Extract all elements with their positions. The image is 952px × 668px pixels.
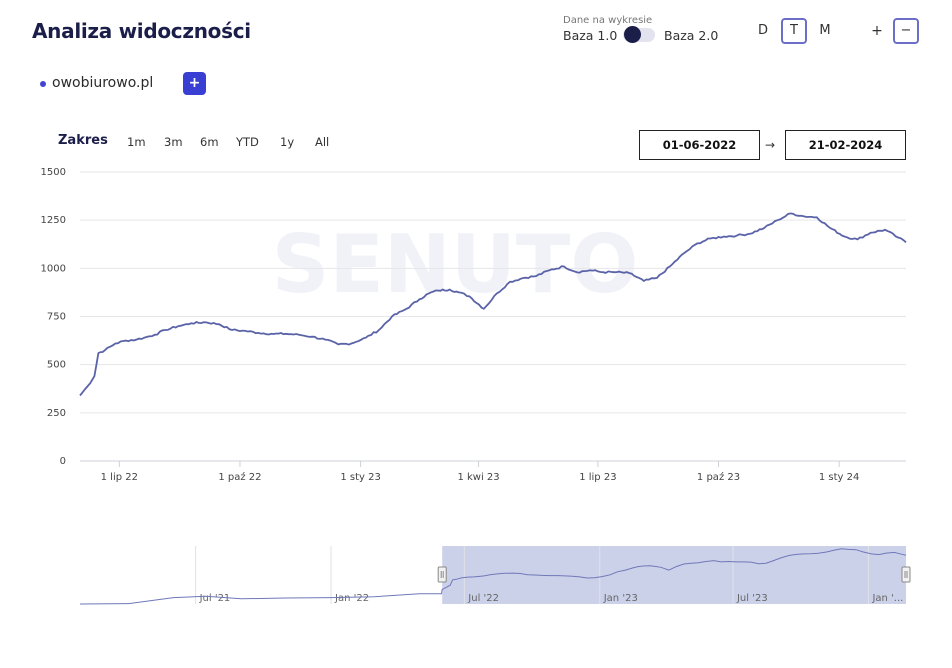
toggle-knob: [624, 26, 641, 43]
date-from-input[interactable]: 01-06-2022: [639, 130, 760, 160]
range-1m-button[interactable]: 1m: [127, 135, 146, 149]
visibility-series-line: [79, 212, 907, 397]
navigator-right-handle[interactable]: [901, 566, 911, 583]
date-arrow: →: [765, 138, 776, 152]
y-tick-label: 1000: [41, 263, 66, 274]
x-tick-label: 1 paź 23: [697, 471, 740, 483]
range-all-button[interactable]: All: [315, 135, 330, 149]
y-tick-label: 750: [47, 312, 66, 323]
base-toggle[interactable]: [623, 26, 655, 43]
navigator-tick-label: Jan '23: [603, 593, 638, 604]
monthly-button[interactable]: M: [819, 23, 831, 38]
base-2-label: Baza 2.0: [664, 28, 719, 43]
y-tick-label: 1500: [41, 167, 66, 178]
page-title: Analiza widoczności: [32, 19, 251, 43]
navigator-tick-label: Jul '22: [467, 593, 499, 604]
zoom-out-button[interactable]: −: [893, 18, 919, 44]
navigator-tick-label: Jan '22: [334, 593, 369, 604]
navigator-left-handle[interactable]: [437, 566, 447, 583]
base-1-label: Baza 1.0: [563, 28, 618, 43]
y-tick-label: 250: [47, 408, 66, 419]
x-tick-label: 1 kwi 23: [457, 472, 499, 483]
weekly-button[interactable]: T: [781, 18, 807, 44]
zoom-in-button[interactable]: +: [871, 23, 883, 39]
y-tick-label: 1250: [41, 215, 66, 226]
daily-button[interactable]: D: [757, 23, 768, 38]
navigator-tick-label: Jan '...: [871, 593, 903, 604]
navigator-line: [79, 548, 907, 605]
x-tick-label: 1 sty 24: [819, 472, 860, 483]
x-tick-label: 1 sty 23: [340, 472, 381, 483]
date-to-input[interactable]: 21-02-2024: [785, 130, 906, 160]
navigator[interactable]: Jul '21 Jan '22 Jul '22 Jan '23 Jul '23 Jan '…: [79, 546, 911, 605]
navigator-tick-label: Jul '23: [736, 593, 768, 604]
base-caption: Dane na wykresie: [563, 15, 653, 26]
x-tick-label: 1 lip 22: [101, 472, 138, 483]
range-ytd-button[interactable]: YTD: [236, 135, 259, 149]
navigator-tick-label: Jul '21: [199, 593, 231, 604]
domain-name: owobiurowo.pl: [52, 75, 154, 91]
x-tick-label: 1 paź 22: [218, 471, 261, 483]
domain-color-dot: [40, 81, 46, 87]
range-6m-button[interactable]: 6m: [200, 135, 219, 149]
range-label: Zakres: [58, 133, 108, 148]
x-tick-label: 1 lip 23: [579, 472, 616, 483]
y-tick-label: 500: [47, 360, 66, 371]
y-tick-label: 0: [60, 456, 66, 467]
watermark: SENUTO: [272, 218, 639, 311]
navigator-selection[interactable]: [442, 546, 906, 604]
range-1y-button[interactable]: 1y: [280, 135, 295, 149]
range-3m-button[interactable]: 3m: [164, 135, 183, 149]
add-domain-button[interactable]: +: [183, 72, 206, 95]
